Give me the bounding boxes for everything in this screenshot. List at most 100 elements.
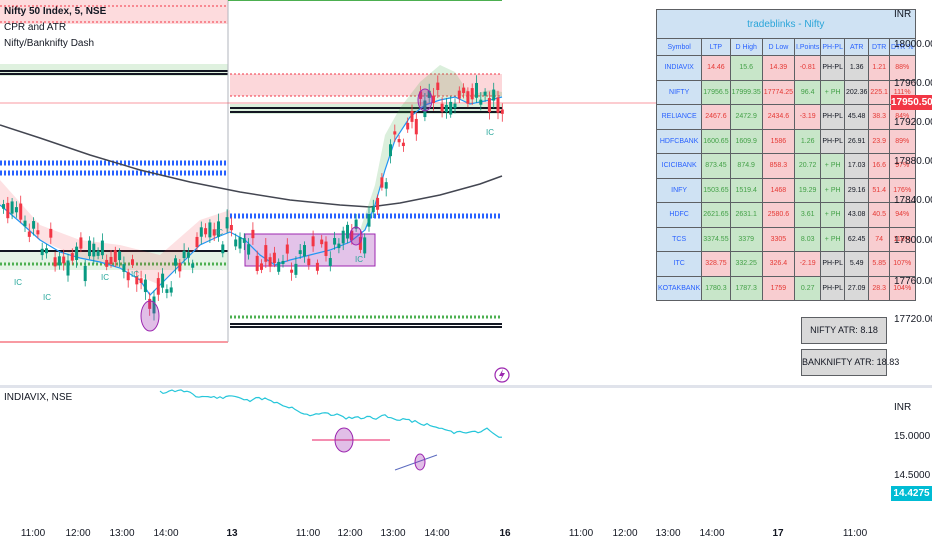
signal-bubble (349, 226, 363, 246)
dashboard-cell: 2621.65 (701, 202, 731, 228)
dashboard-cell: 51.4 (868, 177, 890, 203)
candlestick (156, 278, 160, 295)
dashboard-symbol-cell: ITC (655, 251, 703, 277)
candlestick (475, 82, 478, 98)
ic-label: IC (131, 270, 139, 279)
dashboard-cell: 2472.9 (729, 104, 763, 130)
lightning-bolt-icon (499, 369, 505, 381)
candlestick (66, 260, 70, 276)
dashboard-cell: 38.3 (868, 104, 890, 130)
candlestick (401, 142, 405, 147)
candlestick (152, 296, 156, 314)
candlestick (45, 248, 48, 254)
dashboard-cell: -2.19 (793, 251, 822, 277)
candlestick (350, 230, 354, 240)
nifty-atr-box: NIFTY ATR: 8.18 (801, 317, 887, 344)
price-scale[interactable]: INR INR 18000.00 17960.00 17920.00 17880.00… (890, 0, 932, 520)
vix-tick-label: 14.5000 (894, 470, 931, 481)
candlestick (40, 248, 44, 256)
signal-bubble (140, 300, 160, 332)
dashboard-header-cell: I.Points (793, 38, 822, 56)
last-price-tag: 17950.50 (891, 95, 932, 110)
dashboard-cell: 1503.65 (701, 177, 731, 203)
candlestick (105, 259, 109, 267)
dashboard-symbol-cell: INDIAVIX (655, 55, 703, 81)
candlestick (234, 239, 238, 247)
candlestick (247, 244, 251, 255)
vix-legend[interactable]: INDIAVIX, NSE (4, 392, 73, 403)
candlestick (492, 89, 496, 101)
vix-line (159, 389, 503, 438)
candlestick (487, 98, 491, 113)
dashboard-cell: 858.3 (761, 153, 796, 179)
candlestick (255, 255, 259, 271)
candlestick (131, 259, 134, 265)
dashboard-header-cell: DTR (868, 38, 890, 56)
candlestick (449, 101, 453, 115)
price-tick-label: 17800.00 (894, 235, 932, 246)
candlestick (62, 256, 66, 264)
indiavix-chart[interactable] (0, 388, 890, 506)
candlestick (238, 237, 242, 249)
dashboard-row: ITC 328.75 332.25 326.4 -2.19 PH-PL 5.49 5.85 10… (655, 251, 916, 277)
ema-cloud-bull (360, 65, 502, 230)
dashboard-cell: 15.6 (729, 55, 763, 81)
dashboard-cell: 1609.9 (729, 128, 763, 154)
dashboard-cell: 97% (888, 153, 916, 179)
vix-tick-label: 15.0000 (894, 431, 931, 442)
dashboard-cell: 176% (888, 177, 916, 203)
candlestick (19, 203, 23, 220)
price-tick-label: 17880.00 (894, 156, 932, 167)
dashboard-symbol-cell: ICICIBANK (655, 153, 703, 179)
dashboard-cell: 2631.1 (729, 202, 763, 228)
time-tick-label: 12:00 (337, 528, 363, 539)
dashboard-cell: 1.26 (793, 128, 822, 154)
dashboard-header-cell: LTP (701, 38, 731, 56)
time-scale[interactable]: 11:00 12:00 13:00 14:00 13 11:00 12:00 13:00 14:… (0, 506, 890, 550)
dashboard-cell: 332.25 (729, 251, 763, 277)
indicator-dashboard[interactable]: Nifty/Banknifty Dash (4, 38, 95, 49)
dashboard-symbol-cell: INFY (655, 177, 703, 203)
last-vix-tag: 14.4275 (891, 486, 932, 501)
candlestick (346, 224, 349, 239)
currency-label: INR (894, 9, 912, 20)
dashboard-cell: 1586 (761, 128, 796, 154)
candlestick (496, 97, 500, 113)
candlestick (178, 262, 182, 272)
time-tick-label: 14:00 (699, 528, 725, 539)
dashboard-cell: 28.3 (868, 275, 890, 301)
resistance-zone-2 (230, 74, 502, 96)
dashboard-cell: 29.16 (843, 177, 870, 203)
dashboard-cell: + PH (820, 177, 845, 203)
dashboard-cell: PH-PL (820, 55, 845, 81)
chart-legend: Nifty 50 Index, 5, NSE CPR and ATR Nifty… (4, 4, 106, 52)
candlestick (113, 250, 117, 262)
dashboard-row: KOTAKBANK 1780.3 1787.3 1759 0.27 PH-PL 27.09 2… (655, 275, 916, 301)
candlestick (79, 237, 83, 249)
time-tick-label: 11:00 (842, 528, 868, 539)
dashboard-cell: 874.9 (729, 153, 763, 179)
main-price-chart[interactable]: IC IC IC IC IC IC IC (0, 0, 890, 385)
symbol-title[interactable]: Nifty 50 Index, 5, NSE (4, 6, 107, 17)
candlestick (49, 228, 53, 238)
price-tick-label: 17920.00 (894, 117, 932, 128)
dashboard-row: HDFCBANK 1600.65 1609.9 1586 1.26 PH-PL 26.91 2… (655, 128, 916, 154)
dashboard-symbol-cell: NIFTY (655, 79, 703, 105)
candlestick (195, 236, 199, 248)
vix-signal-bubble (414, 453, 426, 471)
dashboard-header-cell: ATR (843, 38, 870, 56)
candlestick (14, 207, 18, 213)
candlestick (191, 263, 195, 268)
dashboard-cell: 225.1 (868, 79, 890, 105)
dashboard-cell: 118% (888, 226, 916, 252)
indicator-cpr-atr[interactable]: CPR and ATR (4, 22, 67, 33)
candlestick (182, 250, 186, 259)
candlestick (2, 204, 5, 209)
candlestick (324, 241, 328, 256)
ema-line (0, 96, 503, 296)
candlestick (36, 230, 40, 235)
pane-divider[interactable] (0, 385, 932, 388)
candlestick (122, 264, 126, 272)
time-tick-label: 13:00 (109, 528, 135, 539)
time-tick-label: 12:00 (65, 528, 91, 539)
